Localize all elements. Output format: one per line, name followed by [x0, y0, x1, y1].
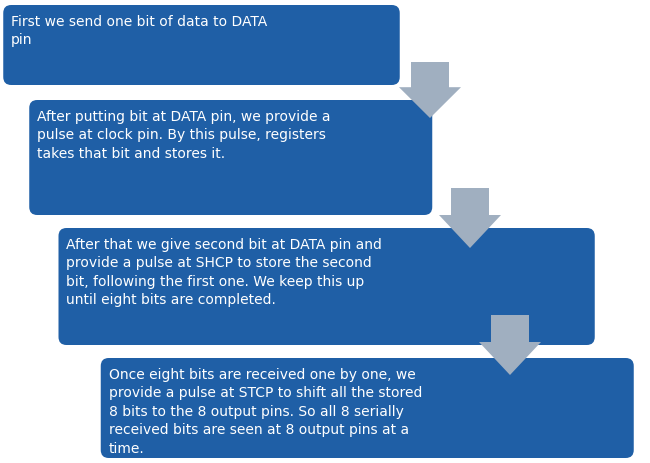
- FancyBboxPatch shape: [58, 228, 595, 345]
- FancyBboxPatch shape: [101, 358, 634, 458]
- FancyBboxPatch shape: [29, 100, 432, 215]
- FancyBboxPatch shape: [3, 5, 400, 85]
- Text: Once eight bits are received one by one, we
provide a pulse at STCP to shift all: Once eight bits are received one by one,…: [109, 368, 422, 456]
- Polygon shape: [439, 188, 501, 248]
- Text: First we send one bit of data to DATA
pin: First we send one bit of data to DATA pi…: [11, 15, 268, 47]
- Text: After putting bit at DATA pin, we provide a
pulse at clock pin. By this pulse, r: After putting bit at DATA pin, we provid…: [37, 110, 331, 161]
- Polygon shape: [479, 315, 541, 375]
- Text: After that we give second bit at DATA pin and
provide a pulse at SHCP to store t: After that we give second bit at DATA pi…: [66, 238, 382, 307]
- Polygon shape: [399, 62, 461, 118]
